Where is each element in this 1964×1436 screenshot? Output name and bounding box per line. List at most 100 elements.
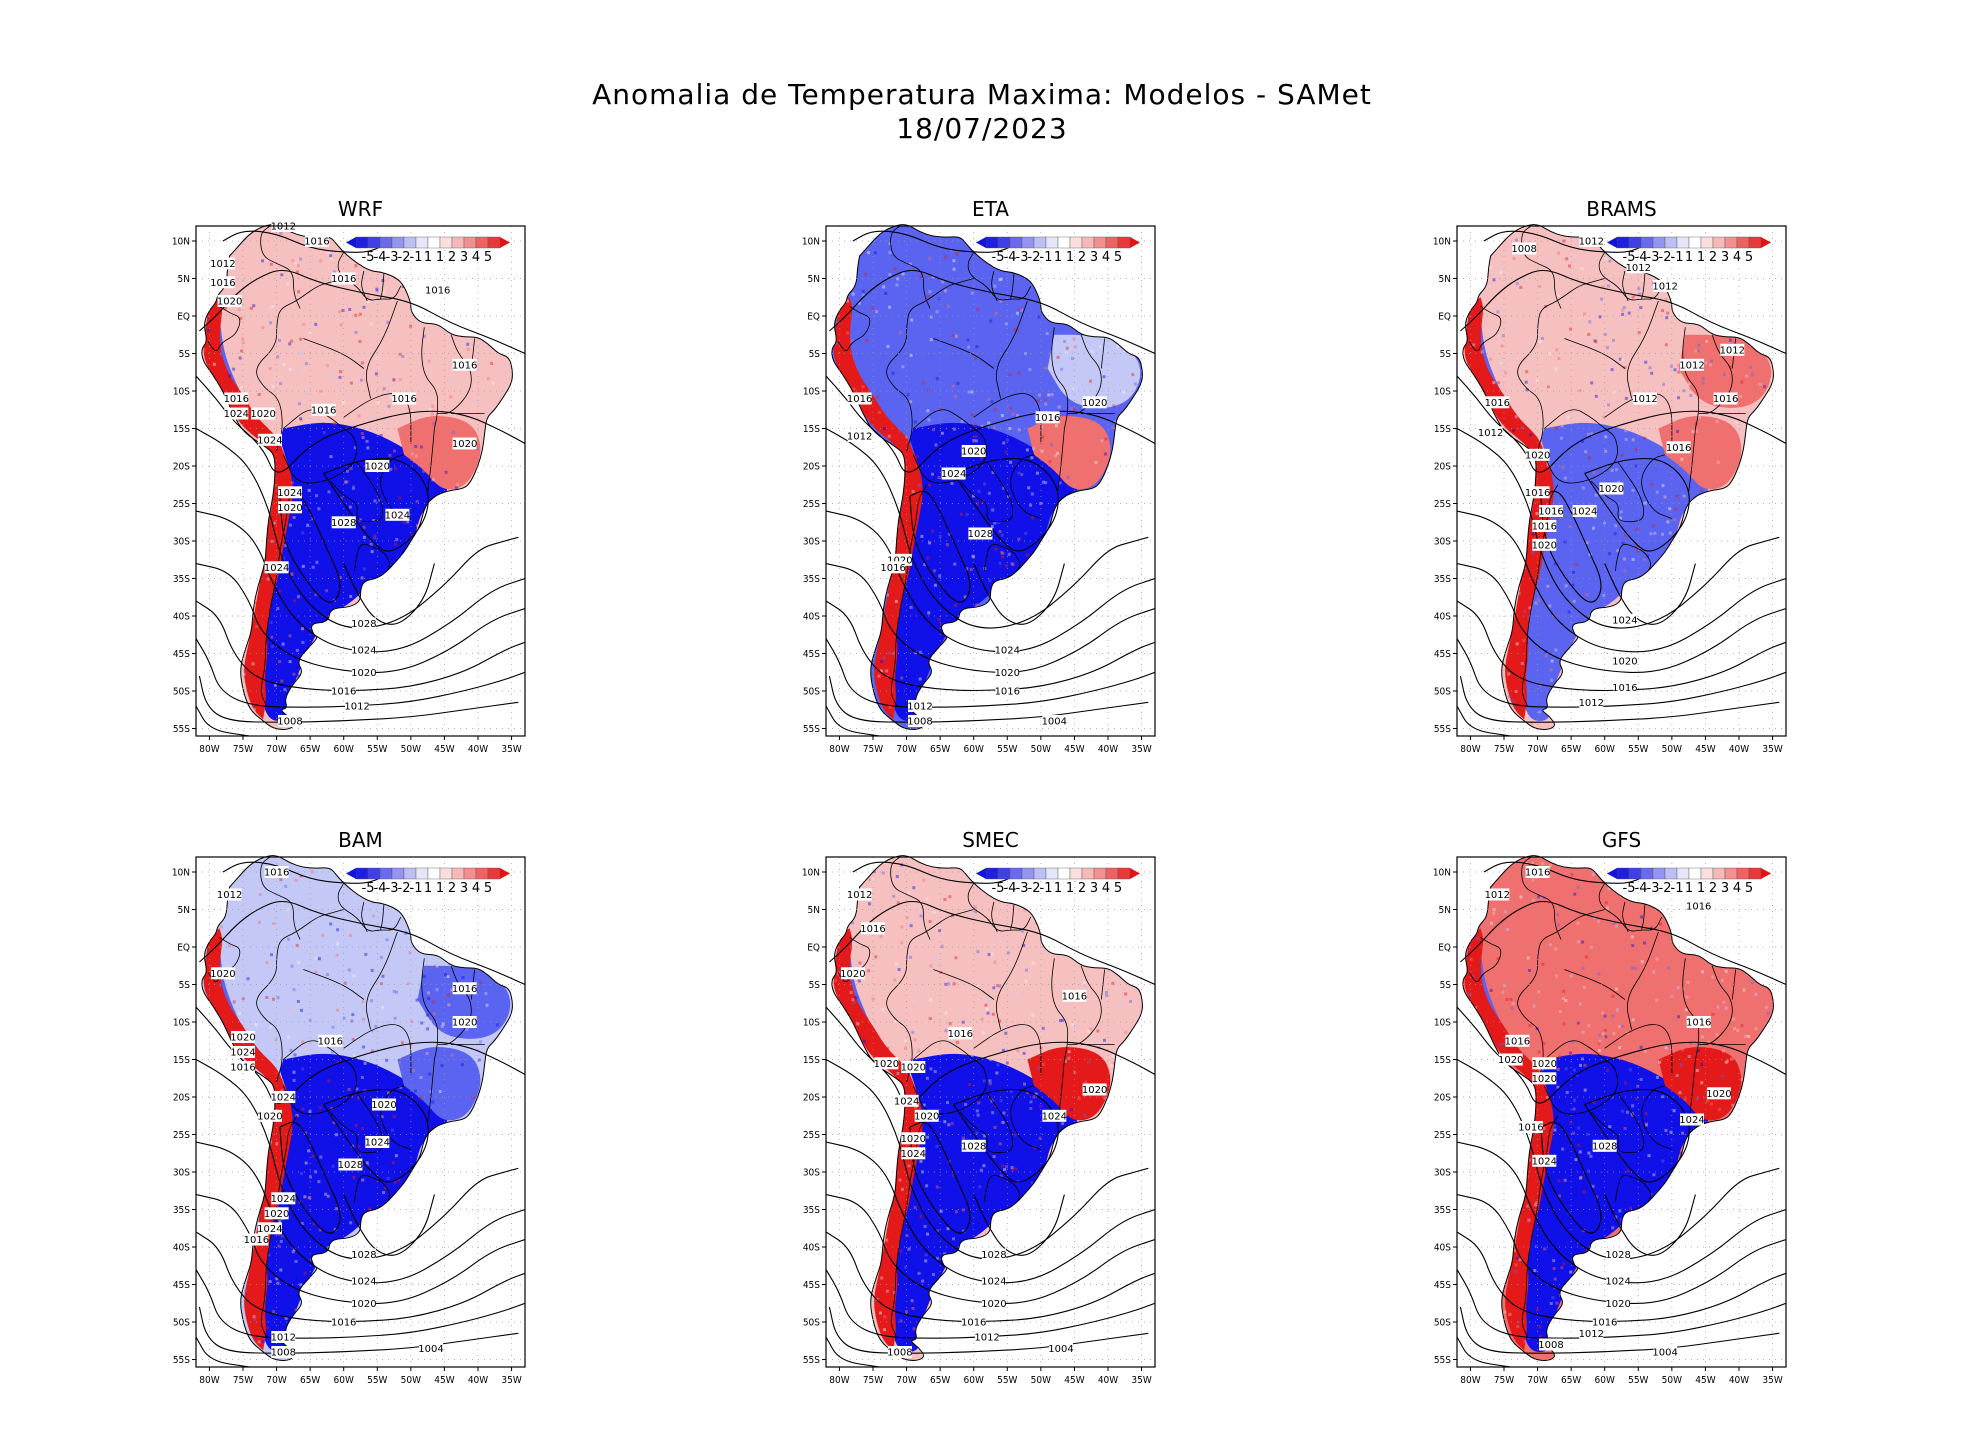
lon-label: 50W xyxy=(1031,1375,1051,1386)
isobar-label: 1020 xyxy=(210,967,236,980)
anomaly-speckle-dot xyxy=(1587,456,1591,460)
isobar-label-text: 1024 xyxy=(385,510,410,521)
anomaly-speckle-dot xyxy=(888,688,892,691)
anomaly-speckle-dot xyxy=(1586,1132,1590,1136)
country-border xyxy=(1051,327,1069,429)
anomaly-speckle-dot xyxy=(1503,274,1507,278)
isobar-label: 1016 xyxy=(1062,989,1087,1002)
anomaly-speckle-dot xyxy=(435,988,439,992)
anomaly-speckle-dot xyxy=(271,385,275,388)
anomaly-speckle-dot xyxy=(935,1144,939,1148)
anomaly-speckle-dot xyxy=(224,306,228,310)
isobar-label: 1020 xyxy=(901,1061,926,1074)
anomaly-speckle-dot xyxy=(1503,984,1506,988)
anomaly-speckle-dot xyxy=(1668,1116,1672,1120)
anomaly-speckle-dot xyxy=(1590,432,1594,436)
anomaly-speckle-dot xyxy=(1026,1091,1030,1095)
country-border xyxy=(427,1059,435,1124)
anomaly-speckle-dot xyxy=(238,356,242,360)
anomaly-speckle-dot xyxy=(1602,593,1606,597)
anomaly-speckle-dot xyxy=(1002,441,1006,445)
anomaly-speckle-dot xyxy=(917,1049,921,1053)
anomaly-speckle-dot xyxy=(1650,482,1654,486)
anomaly-speckle-dot xyxy=(991,508,995,512)
anomaly-speckle-dot xyxy=(291,1250,295,1254)
anomaly-speckle-dot xyxy=(327,1079,331,1083)
anomaly-speckle-dot xyxy=(975,984,979,988)
anomaly-speckle-dot xyxy=(339,385,343,389)
isobar-label-text: 1020 xyxy=(1082,1085,1107,1096)
lat-label: 40S xyxy=(173,1243,190,1254)
country-border xyxy=(960,462,1014,523)
anomaly-speckle-dot xyxy=(954,394,958,398)
lat-label: 45S xyxy=(803,1280,820,1291)
anomaly-speckle-dot xyxy=(1603,521,1606,525)
isobar-label-text: 1020 xyxy=(351,668,376,679)
isobar-line xyxy=(196,375,525,473)
anomaly-speckle-dot xyxy=(1531,861,1534,865)
anomaly-speckle-dot xyxy=(339,496,343,500)
anomaly-speckle-dot xyxy=(1533,1014,1537,1018)
anomaly-speckle-dot xyxy=(392,1115,396,1119)
anomaly-speckle-dot xyxy=(375,289,379,293)
anomaly-speckle-dot xyxy=(1527,615,1531,619)
anomaly-speckle-dot xyxy=(1489,989,1493,992)
colorbar-swatch xyxy=(1105,236,1119,249)
anomaly-speckle-dot xyxy=(958,1161,961,1165)
anomaly-speckle-dot xyxy=(279,878,283,882)
anomaly-speckle-dot xyxy=(1086,353,1090,357)
isobar-label-text: 1028 xyxy=(331,518,356,529)
anomaly-speckle-dot xyxy=(1568,284,1572,288)
anomaly-speckle-dot xyxy=(419,1076,423,1079)
isobar-label-text: 1028 xyxy=(338,1160,363,1171)
anomaly-speckle-dot xyxy=(1504,371,1508,375)
anomaly-speckle-dot xyxy=(936,1229,940,1233)
anomaly-speckle-dot xyxy=(1540,1067,1544,1071)
anomaly-speckle-dot xyxy=(1679,1138,1683,1142)
anomaly-speckle-dot xyxy=(299,257,303,261)
anomaly-speckle-dot xyxy=(282,363,286,367)
anomaly-speckle-dot xyxy=(1000,533,1004,537)
anomaly-speckle-dot xyxy=(1547,721,1551,725)
colorbar-swatch xyxy=(355,867,369,880)
anomaly-speckle-dot xyxy=(1585,955,1588,959)
isobar-label: 1024 xyxy=(264,561,289,574)
anomaly-speckle-dot xyxy=(1103,1096,1107,1100)
isobar-label-text: 1020 xyxy=(365,462,390,473)
isobar-label-bg xyxy=(452,1016,477,1028)
lat-label: EQ xyxy=(177,943,190,954)
anomaly-speckle-dot xyxy=(414,454,418,458)
anomaly-speckle-dot xyxy=(1105,350,1109,354)
anomaly-speckle-dot xyxy=(273,521,277,525)
anomaly-speckle-dot xyxy=(268,619,271,623)
anomaly-speckle-dot xyxy=(449,380,453,384)
anomaly-speckle-dot xyxy=(901,272,905,276)
anomaly-speckle-dot xyxy=(1659,922,1662,926)
anomaly-speckle-dot xyxy=(322,431,326,435)
isobar-label-bg xyxy=(961,1316,986,1328)
anomaly-speckle-dot xyxy=(1618,1046,1622,1050)
anomaly-speckle-dot xyxy=(1501,334,1505,338)
isobar-label-bg xyxy=(351,1248,376,1261)
anomaly-speckle-dot xyxy=(1592,1100,1596,1104)
anomaly-speckle-dot xyxy=(308,331,312,335)
anomaly-speckle-dot xyxy=(1674,457,1677,461)
anomaly-speckle-dot xyxy=(1666,311,1670,315)
anomaly-speckle-dot xyxy=(432,422,436,426)
anomaly-speckle-dot xyxy=(1556,293,1560,297)
anomaly-southeast xyxy=(1027,1047,1111,1121)
anomaly-speckle-dot xyxy=(1556,486,1560,490)
anomaly-speckle-dot xyxy=(867,969,871,973)
colorbar-label: 1 xyxy=(1685,250,1693,265)
anomaly-speckle-dot xyxy=(350,1018,354,1021)
anomaly-speckle-dot xyxy=(1553,1124,1557,1128)
country-border xyxy=(354,1174,390,1203)
anomaly-speckle-dot xyxy=(999,277,1003,281)
anomaly-speckle-dot xyxy=(325,364,329,368)
lat-label: 5S xyxy=(809,980,821,991)
isobar-label: 1016 xyxy=(311,403,336,416)
anomaly-north xyxy=(1497,873,1690,1044)
lon-label: 50W xyxy=(401,1375,421,1386)
anomaly-speckle-dot xyxy=(1472,343,1476,347)
